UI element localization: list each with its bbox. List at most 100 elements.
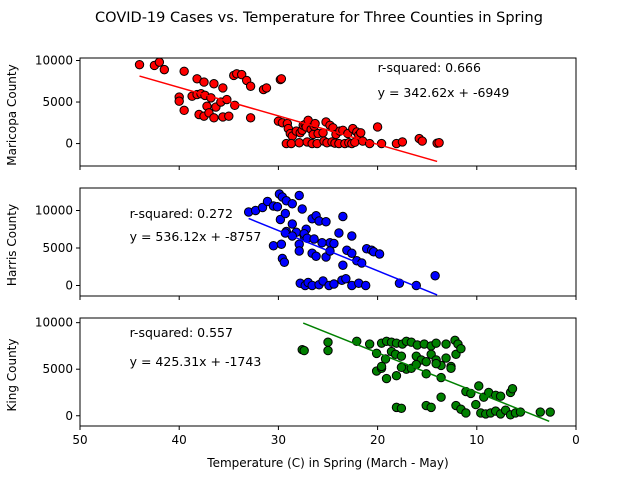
harris-point-25 <box>329 238 339 249</box>
harris-point-44 <box>347 248 357 258</box>
king-point-47 <box>446 363 456 373</box>
maricopa-point-70 <box>286 138 296 149</box>
king-point-26 <box>396 351 407 361</box>
maricopa-axes-frame <box>79 57 577 167</box>
king-point-45 <box>431 358 441 369</box>
king-point-2 <box>323 337 333 347</box>
king-point-64 <box>461 408 471 418</box>
king-point-40 <box>381 373 392 384</box>
harris-point-26 <box>334 228 344 238</box>
king-point-76 <box>545 407 555 417</box>
harris-point-53 <box>430 271 440 281</box>
maricopa-point-37 <box>245 113 256 123</box>
harris-panel: 0 5000 10000 Harris County r-squared: 0.272 y… <box>5 187 577 300</box>
king-axes-frame <box>79 317 577 427</box>
king-point-17 <box>431 338 441 348</box>
maricopa-point-13 <box>245 81 256 91</box>
maricopa-point-15 <box>261 83 272 93</box>
harris-point-31 <box>276 239 287 249</box>
harris-y-tick-label-2: 10000 <box>35 204 73 218</box>
maricopa-point-4 <box>179 66 189 76</box>
harris-point-13 <box>280 208 291 219</box>
king-point-18 <box>441 339 451 349</box>
x-axis-label: Temperature (C) in Spring (March - May) <box>206 456 448 470</box>
harris-point-23 <box>321 217 331 227</box>
harris-point-39 <box>311 251 321 261</box>
harris-point-10 <box>294 190 304 201</box>
king-point-38 <box>456 344 466 354</box>
harris-y-axis-label: Harris County <box>5 204 19 286</box>
king-point-61 <box>436 392 446 402</box>
king-point-75 <box>535 407 545 417</box>
maricopa-point-20 <box>179 105 189 116</box>
king-y-axis-label: King County <box>5 339 19 412</box>
harris-point-63 <box>329 279 339 289</box>
king-point-31 <box>421 357 431 367</box>
king-point-65 <box>471 399 481 410</box>
maricopa-point-36 <box>224 111 234 121</box>
harris-point-43 <box>338 260 348 270</box>
maricopa-point-68 <box>372 122 383 132</box>
harris-point-15 <box>287 219 297 229</box>
king-regression-line <box>302 322 550 422</box>
maricopa-r-squared-label: r-squared: 0.666 <box>378 60 481 75</box>
maricopa-point-19 <box>174 96 184 106</box>
x-tick-label-2: 30 <box>271 433 286 447</box>
x-tick-label-5: 0 <box>572 433 580 447</box>
king-point-42 <box>396 362 407 373</box>
harris-regression-line <box>248 217 438 296</box>
maricopa-y-tick-label-1: 5000 <box>42 95 73 109</box>
king-point-41 <box>391 371 402 381</box>
king-equation-label: y = 425.31x + -1743 <box>130 354 262 369</box>
harris-point-12 <box>275 214 286 225</box>
harris-point-68 <box>361 280 371 291</box>
maricopa-point-7 <box>209 79 219 89</box>
harris-y-tick-label-0: 0 <box>65 279 73 293</box>
maricopa-point-6 <box>199 77 209 87</box>
harris-point-30 <box>268 241 279 251</box>
x-tick-label-4: 10 <box>469 433 484 447</box>
maricopa-point-67 <box>356 128 366 138</box>
maricopa-point-2 <box>154 57 165 67</box>
king-r-squared-label: r-squared: 0.557 <box>130 325 233 340</box>
king-point-39 <box>376 361 387 372</box>
harris-point-50 <box>374 249 385 259</box>
maricopa-point-17 <box>276 74 287 84</box>
king-point-60 <box>426 402 436 413</box>
harris-point-29 <box>347 231 357 241</box>
king-point-54 <box>495 391 506 401</box>
king-panel: 0 5000 10000 50 40 30 20 10 0 King County r-square… <box>5 316 580 447</box>
maricopa-point-3 <box>159 64 170 75</box>
harris-point-2 <box>257 202 268 213</box>
king-point-5 <box>364 339 375 349</box>
x-tick-label-0: 50 <box>72 433 87 447</box>
harris-point-55 <box>279 257 290 267</box>
king-point-35 <box>441 353 451 363</box>
king-y-tick-label-1: 5000 <box>42 362 73 376</box>
king-point-56 <box>507 384 518 394</box>
maricopa-point-88 <box>397 137 408 147</box>
harris-point-38 <box>309 234 319 244</box>
king-points <box>297 335 555 420</box>
maricopa-y-tick-label-0: 0 <box>65 137 73 151</box>
harris-point-40 <box>317 238 327 248</box>
maricopa-y-tick-label-2: 10000 <box>35 53 73 67</box>
harris-equation-label: y = 536.12x + -8757 <box>130 229 262 244</box>
harris-point-5 <box>272 202 283 212</box>
harris-point-34 <box>294 246 304 256</box>
harris-point-65 <box>341 274 351 284</box>
maricopa-panel: 0 5000 10000 Maricopa County r-squared: 0.66… <box>5 53 577 170</box>
harris-point-27 <box>338 211 348 222</box>
harris-r-squared-label: r-squared: 0.272 <box>130 206 233 221</box>
figure-title: COVID-19 Cases vs. Temperature for Three… <box>95 10 543 26</box>
maricopa-point-92 <box>434 138 444 148</box>
maricopa-point-0 <box>134 59 145 70</box>
harris-y-tick-label-1: 5000 <box>42 241 73 255</box>
maricopa-point-34 <box>209 113 219 123</box>
maricopa-y-axis-label: Maricopa County <box>5 64 19 165</box>
harris-axes-frame <box>79 187 577 297</box>
king-y-tick-label-2: 10000 <box>35 316 73 330</box>
king-point-58 <box>396 403 407 414</box>
harris-point-11 <box>297 204 307 214</box>
